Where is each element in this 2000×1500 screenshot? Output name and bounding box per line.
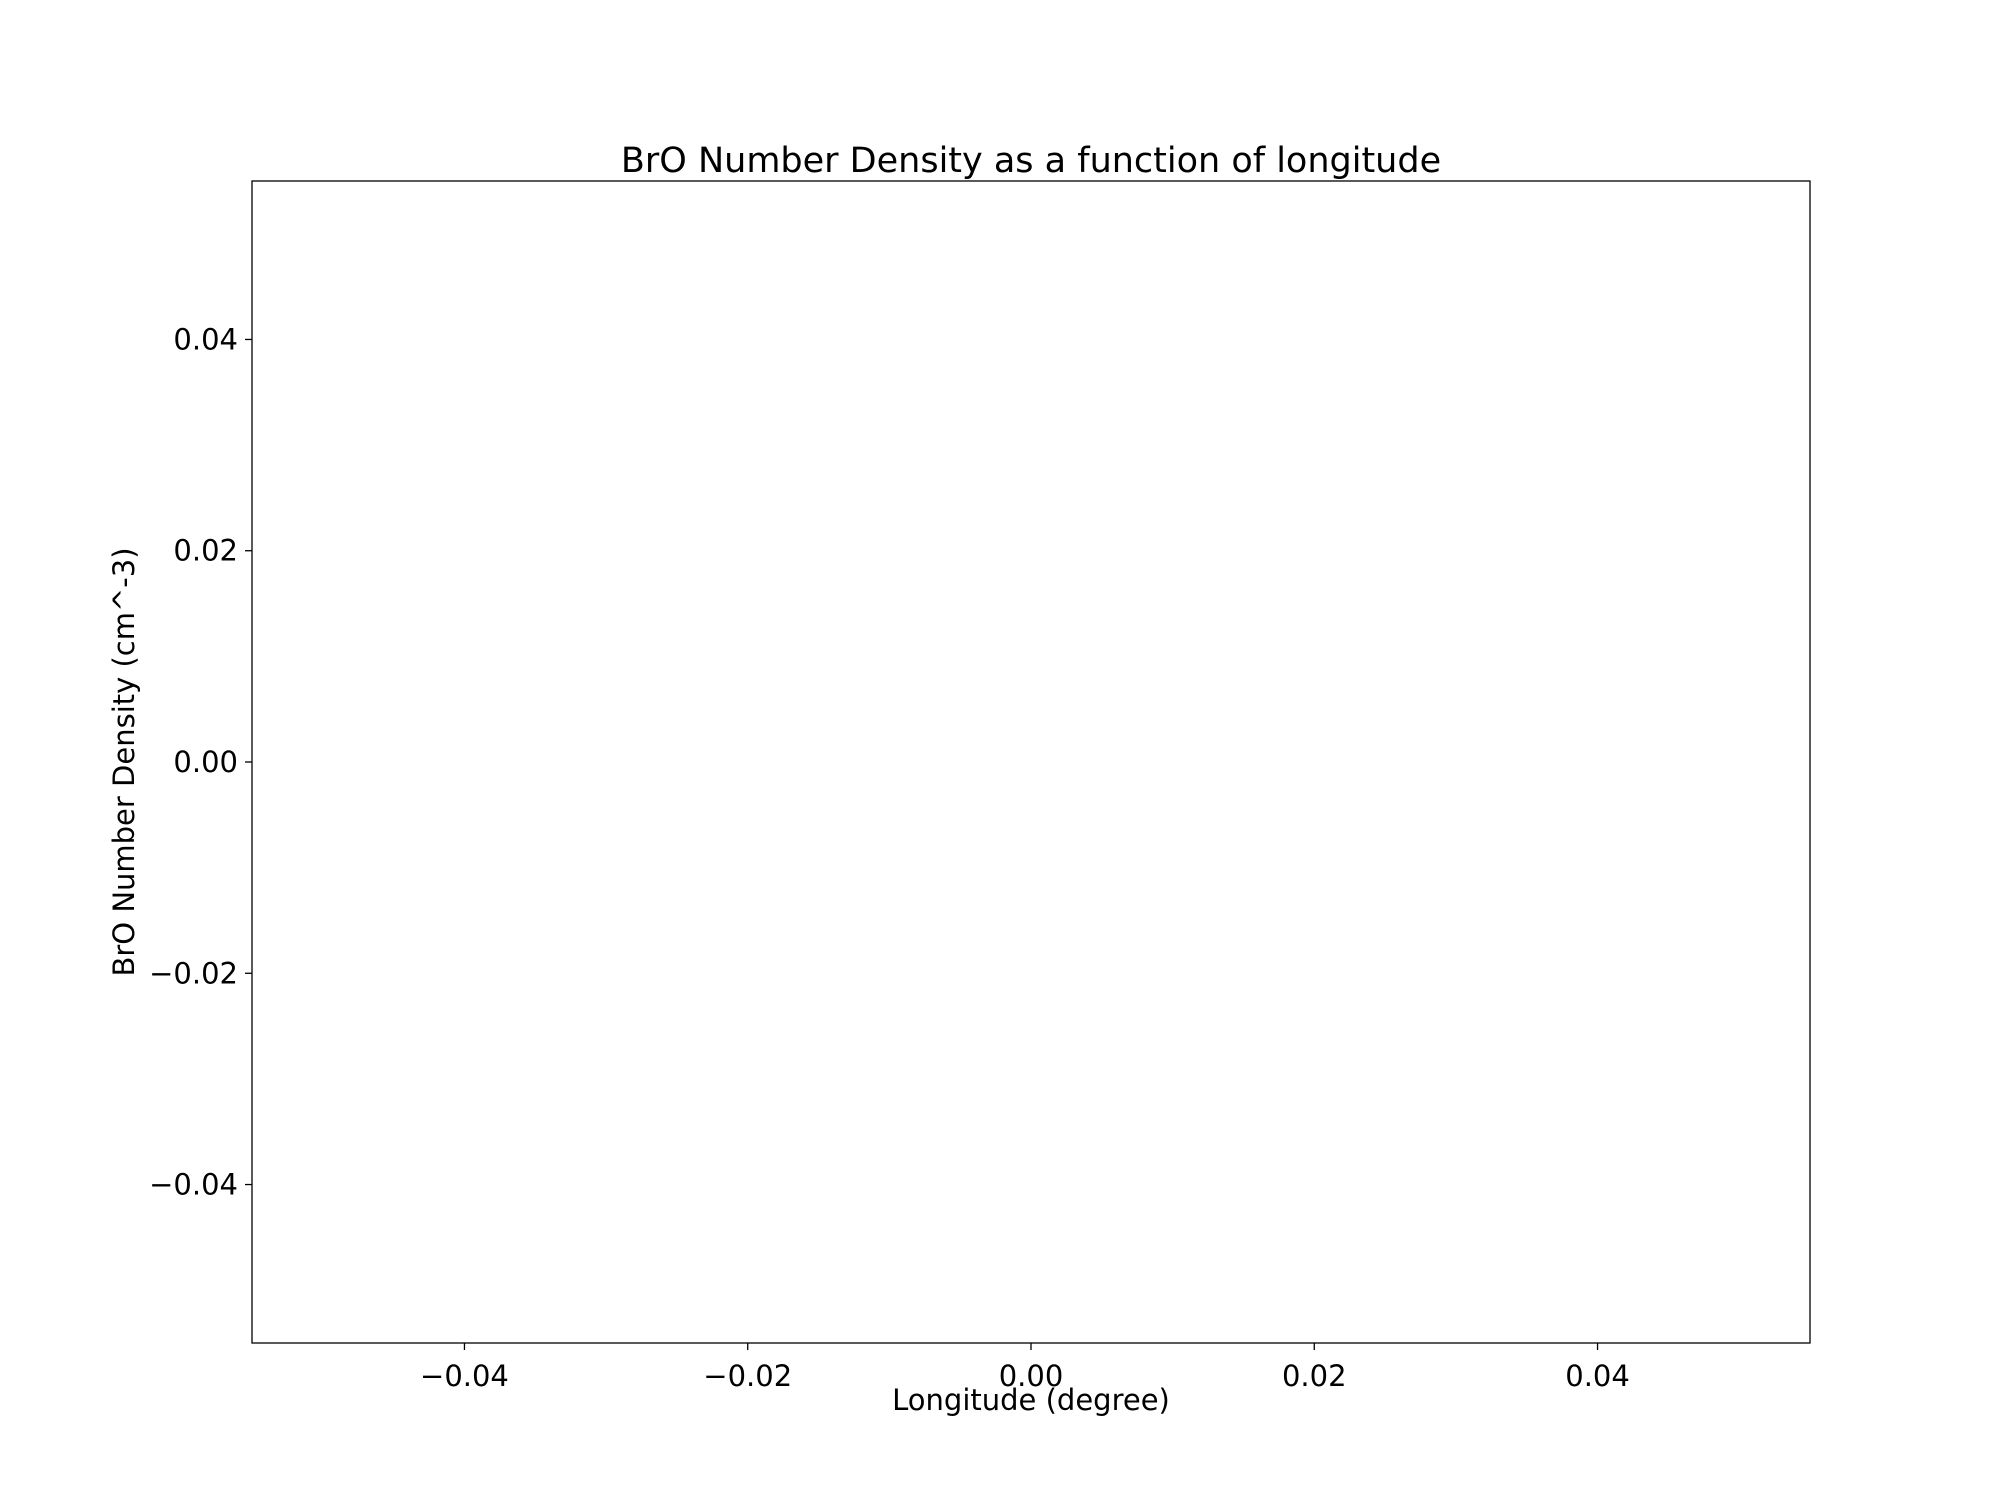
y-tick-label: 0.04 bbox=[173, 322, 238, 356]
y-tick-label: −0.04 bbox=[149, 1168, 238, 1202]
y-axis-ticks: −0.04 −0.02 0.00 0.02 0.04 bbox=[149, 322, 252, 1202]
y-tick-label: 0.02 bbox=[173, 534, 238, 568]
x-tick-label: 0.04 bbox=[1565, 1359, 1630, 1393]
y-axis-label: BrO Number Density (cm^-3) bbox=[107, 547, 141, 976]
x-axis-label: Longitude (degree) bbox=[892, 1383, 1170, 1417]
x-axis-ticks: −0.04 −0.02 0.00 0.02 0.04 bbox=[420, 1343, 1630, 1393]
y-tick-label: 0.00 bbox=[173, 745, 238, 779]
x-tick-label: 0.02 bbox=[1282, 1359, 1347, 1393]
x-tick-label: −0.02 bbox=[703, 1359, 792, 1393]
chart-title: BrO Number Density as a function of long… bbox=[621, 141, 1441, 181]
x-tick-label: −0.04 bbox=[420, 1359, 509, 1393]
x-tick-label: 0.00 bbox=[999, 1359, 1064, 1393]
plot-area bbox=[251, 180, 1811, 1344]
y-tick-label: −0.02 bbox=[149, 956, 238, 990]
